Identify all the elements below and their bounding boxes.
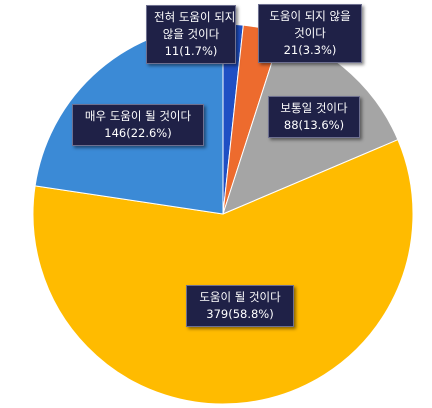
- label-very-helpful: 매우 도움이 될 것이다 146(22.6%): [72, 104, 204, 146]
- label-neutral: 보통일 것이다 88(13.6%): [268, 96, 360, 138]
- slice-helpful: [32, 139, 414, 405]
- pie-slices: [32, 23, 414, 405]
- label-not-helpful: 도움이 되지 않을 것이다 21(3.3%): [258, 4, 362, 63]
- label-not-helpful-at-all: 전혀 도움이 되지 않을 것이다 11(1.7%): [146, 5, 236, 64]
- label-helpful: 도움이 될 것이다 379(58.8%): [186, 285, 294, 327]
